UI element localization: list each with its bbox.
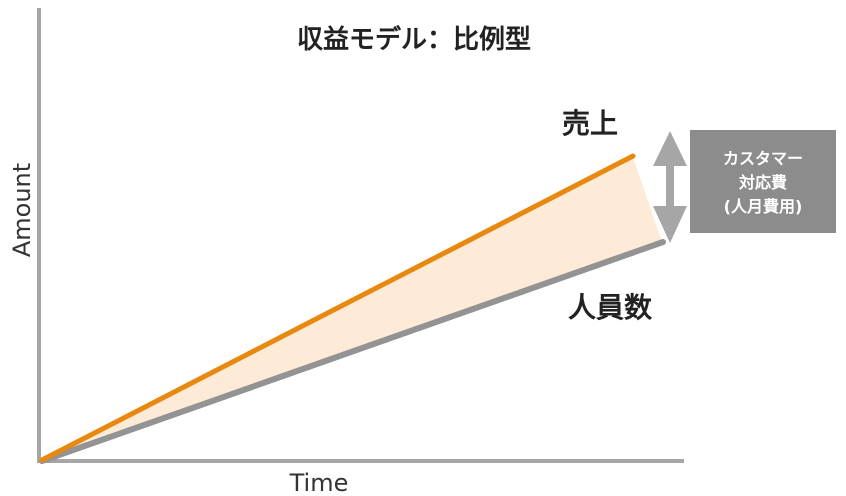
revenue-line — [39, 153, 636, 463]
cost-box-line2: 対応費 — [738, 173, 787, 192]
y-axis-label: Amount — [8, 163, 36, 257]
headcount-label: 人員数 — [568, 291, 653, 324]
double-arrow-icon — [653, 131, 687, 243]
diagram-title: 収益モデル：比例型 — [297, 24, 531, 55]
customer-cost-box: カスタマー 対応費 (人月費用) — [690, 130, 836, 233]
revenue-label: 売上 — [562, 107, 618, 140]
cost-gap-area — [40, 157, 662, 462]
x-axis-label: Time — [289, 469, 349, 496]
cost-box-line3: (人月費用) — [724, 197, 803, 216]
headcount-line — [39, 239, 666, 464]
cost-box-line1: カスタマー — [723, 149, 803, 168]
